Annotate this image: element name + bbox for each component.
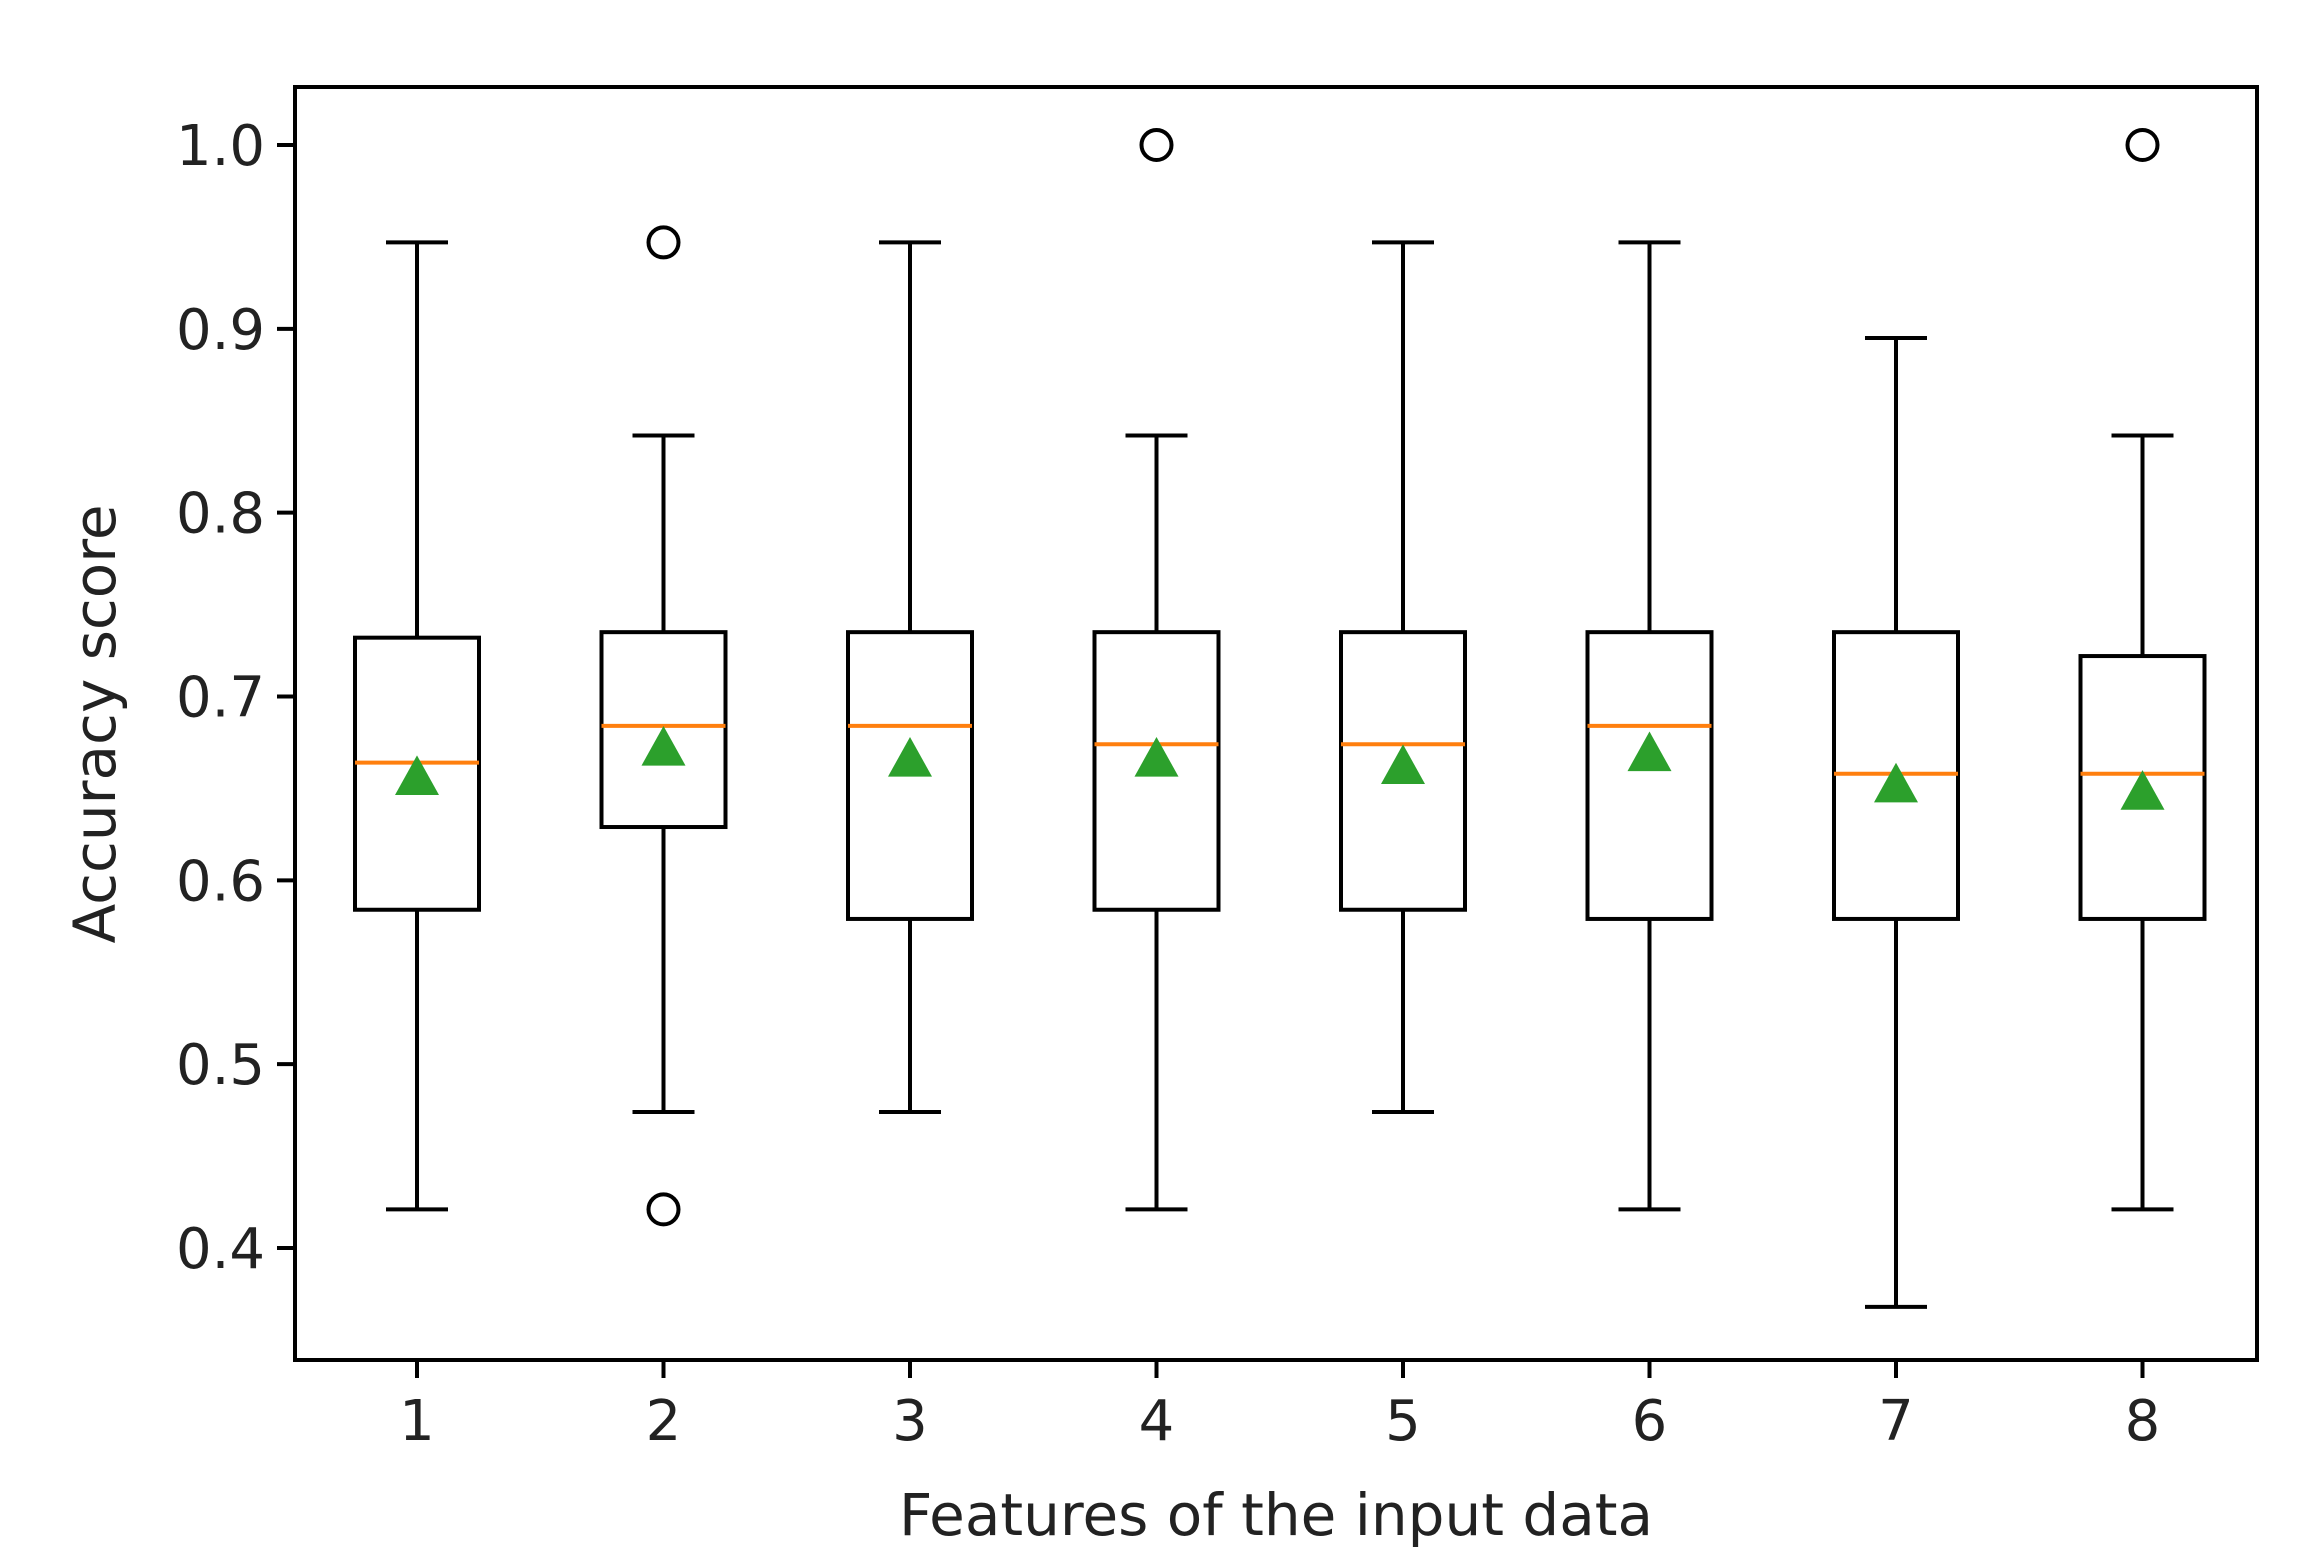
mean-marker [888,737,932,777]
mean-marker [1874,762,1918,803]
x-tick-label: 6 [1632,1389,1668,1454]
iqr-box [1339,630,1467,912]
box-3 [846,240,974,1114]
box-5 [1339,240,1467,1114]
iqr-box [353,635,481,912]
x-tick-label: 5 [1385,1389,1421,1454]
y-tick-label: 1.0 [176,114,265,179]
mean-marker [395,755,439,795]
iqr-box [599,630,728,830]
outlier-point [2125,128,2160,162]
x-axis: 1 2 3 4 5 6 7 8 [399,1360,2160,1454]
y-tick-label: 0.4 [176,1217,265,1282]
mean-marker [641,725,686,766]
x-tick-label: 3 [892,1389,928,1454]
box-4 [1092,128,1221,1212]
box-1 [353,240,481,1212]
x-tick-label: 2 [646,1389,682,1454]
plot-area-frame [293,85,2259,1362]
mean-marker [1381,744,1425,784]
y-axis-label: Accuracy score [61,504,129,943]
y-tick-label: 0.7 [176,666,265,731]
x-axis-label: Features of the input data [899,1481,1653,1549]
iqr-box [1092,630,1221,912]
x-tick-label: 1 [399,1389,435,1454]
x-tick-label: 4 [1139,1389,1175,1454]
iqr-box [1585,630,1714,921]
box-group [353,128,2207,1309]
mean-marker [1627,731,1672,772]
y-tick-label: 0.6 [176,849,265,914]
box-8 [2078,128,2207,1212]
box-2 [599,225,728,1227]
mean-marker [2120,770,2165,810]
x-tick-label: 8 [2125,1389,2161,1454]
mean-marker [1134,737,1179,777]
box-6 [1585,240,1714,1212]
box-7 [1832,336,1960,1309]
outlier-point [646,225,681,260]
x-tick-label: 7 [1878,1389,1914,1454]
iqr-box [846,630,974,921]
y-tick-label: 0.9 [176,298,265,363]
outlier-point [646,1192,681,1227]
iqr-box [2078,654,2207,921]
outlier-point [1139,128,1174,162]
y-axis: 0.4 0.5 0.6 0.7 0.8 0.9 1.0 [176,114,295,1282]
y-tick-label: 0.5 [176,1033,265,1098]
y-tick-label: 0.8 [176,482,265,547]
